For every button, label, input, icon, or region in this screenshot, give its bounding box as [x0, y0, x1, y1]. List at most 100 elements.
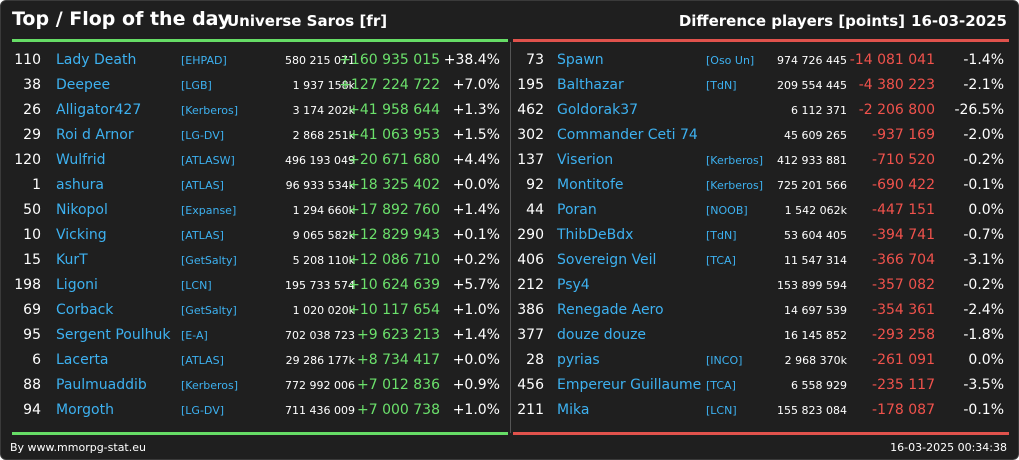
player-name-link[interactable]: Deepee: [56, 77, 111, 93]
player-rank: 137: [517, 152, 544, 168]
player-points: 16 145 852: [784, 329, 847, 342]
player-name-link[interactable]: Commander Ceti 74: [557, 127, 698, 143]
percent-change: +0.9%: [452, 377, 500, 393]
top-row: 15 KurT [GetSalty] 5 208 110k +12 086 710 +0.…: [1, 248, 510, 273]
points-difference: -4 380 223: [858, 77, 935, 93]
player-name-link[interactable]: Empereur Guillaume: [557, 377, 702, 393]
player-name-link[interactable]: Poran: [557, 202, 597, 218]
flop-row: 137 Viserion [Kerberos] 412 933 881 -710 520…: [511, 148, 1018, 173]
player-name-link[interactable]: Lacerta: [56, 352, 109, 368]
player-name-link[interactable]: Montitofe: [557, 177, 624, 193]
player-name-link[interactable]: Sergent Poulhuk: [56, 327, 171, 343]
points-difference: +20 671 680: [348, 152, 440, 168]
percent-change: +1.4%: [452, 327, 500, 343]
player-rank: 120: [14, 152, 41, 168]
alliance-tag[interactable]: [E-A]: [181, 329, 208, 342]
player-rank: 195: [517, 77, 544, 93]
player-name-link[interactable]: pyrias: [557, 352, 600, 368]
player-name-link[interactable]: Corback: [56, 302, 114, 318]
player-points: 53 604 405: [784, 229, 847, 242]
player-name-link[interactable]: Balthazar: [557, 77, 624, 93]
points-difference: +9 623 213: [357, 327, 440, 343]
player-name-link[interactable]: Psy4: [557, 277, 590, 293]
player-name-link[interactable]: Paulmuaddib: [56, 377, 147, 393]
player-rank: 15: [23, 252, 41, 268]
top-row: 29 Roi d Arnor [LG-DV] 2 868 251k +41 063 95…: [1, 123, 510, 148]
alliance-tag[interactable]: [Kerberos]: [706, 179, 764, 192]
alliance-tag[interactable]: [Expanse]: [181, 204, 237, 217]
percent-change: +5.7%: [452, 277, 500, 293]
player-name-link[interactable]: Spawn: [557, 52, 604, 68]
alliance-tag[interactable]: [LGB]: [181, 79, 212, 92]
alliance-tag[interactable]: [ATLAS]: [181, 229, 224, 242]
player-name-link[interactable]: Roi d Arnor: [56, 127, 134, 143]
flop-row: 195 Balthazar [TdN] 209 554 445 -4 380 223 -2…: [511, 73, 1018, 98]
alliance-tag[interactable]: [TdN]: [706, 229, 737, 242]
player-rank: 462: [517, 102, 544, 118]
flop-row: 28 pyrias [INCO] 2 968 370k -261 091 0.0%: [511, 348, 1018, 373]
player-rank: 406: [517, 252, 544, 268]
player-name-link[interactable]: douze douze: [557, 327, 647, 343]
alliance-tag[interactable]: [GetSalty]: [181, 254, 237, 267]
player-name-link[interactable]: Goldorak37: [557, 102, 639, 118]
player-rank: 198: [14, 277, 41, 293]
alliance-tag[interactable]: [TCA]: [706, 254, 736, 267]
alliance-tag[interactable]: [Kerberos]: [706, 154, 764, 167]
player-points: 209 554 445: [777, 79, 847, 92]
alliance-tag[interactable]: [INCO]: [706, 354, 743, 367]
player-points: 6 112 371: [791, 104, 847, 117]
player-name-link[interactable]: ThibDeBdx: [557, 227, 634, 243]
points-difference: +10 117 654: [348, 302, 440, 318]
percent-change: -2.1%: [963, 77, 1004, 93]
player-name-link[interactable]: Renegade Aero: [557, 302, 664, 318]
player-name-link[interactable]: KurT: [56, 252, 88, 268]
alliance-tag[interactable]: [Kerberos]: [181, 104, 239, 117]
flop-accent-bar: [513, 39, 1009, 42]
player-rank: 290: [517, 227, 544, 243]
alliance-tag[interactable]: [TCA]: [706, 379, 736, 392]
player-name-link[interactable]: Morgoth: [56, 402, 114, 418]
footer-timestamp: 16-03-2025 00:34:38: [890, 441, 1007, 454]
player-name-link[interactable]: Alligator427: [56, 102, 142, 118]
alliance-tag[interactable]: [ATLAS]: [181, 179, 224, 192]
percent-change: -1.8%: [963, 327, 1004, 343]
player-name-link[interactable]: Wulfrid: [56, 152, 106, 168]
percent-change: +4.4%: [452, 152, 500, 168]
player-rank: 212: [517, 277, 544, 293]
player-name-link[interactable]: Ligoni: [56, 277, 98, 293]
alliance-tag[interactable]: [NOOB]: [706, 204, 748, 217]
top-row: 10 Vicking [ATLAS] 9 065 582k +12 829 943 +0.…: [1, 223, 510, 248]
player-name-link[interactable]: Mika: [557, 402, 590, 418]
player-points: 3 174 202k: [292, 104, 355, 117]
player-name-link[interactable]: Viserion: [557, 152, 614, 168]
flop-row: 44 Poran [NOOB] 1 542 062k -447 151 0.0%: [511, 198, 1018, 223]
alliance-tag[interactable]: [Kerberos]: [181, 379, 239, 392]
flop-row: 462 Goldorak37 6 112 371 -2 206 800 -26.5%: [511, 98, 1018, 123]
player-name-link[interactable]: Nikopol: [56, 202, 108, 218]
alliance-tag[interactable]: [LCN]: [706, 404, 737, 417]
player-name-link[interactable]: Sovereign Veil: [557, 252, 657, 268]
alliance-tag[interactable]: [LCN]: [181, 279, 212, 292]
points-difference: -447 151: [872, 202, 935, 218]
player-points: 725 201 566: [777, 179, 847, 192]
player-name-link[interactable]: ashura: [56, 177, 104, 193]
alliance-tag[interactable]: [TdN]: [706, 79, 737, 92]
alliance-tag[interactable]: [Oso Un]: [706, 54, 755, 67]
player-name-link[interactable]: Vicking: [56, 227, 107, 243]
points-difference: -394 741: [872, 227, 935, 243]
player-rank: 73: [526, 52, 544, 68]
alliance-tag[interactable]: [EHPAD]: [181, 54, 227, 67]
alliance-tag[interactable]: [LG-DV]: [181, 404, 225, 417]
flop-row: 456 Empereur Guillaume [TCA] 6 558 929 -235 …: [511, 373, 1018, 398]
player-points: 2 868 251k: [292, 129, 355, 142]
top-accent-bar: [12, 39, 508, 42]
alliance-tag[interactable]: [LG-DV]: [181, 129, 225, 142]
alliance-tag[interactable]: [ATLASW]: [181, 154, 235, 167]
player-name-link[interactable]: Lady Death: [56, 52, 137, 68]
flop-row: 290 ThibDeBdx [TdN] 53 604 405 -394 741 -0.7%: [511, 223, 1018, 248]
percent-change: +38.4%: [443, 52, 500, 68]
player-points: 14 697 539: [784, 304, 847, 317]
alliance-tag[interactable]: [ATLAS]: [181, 354, 224, 367]
alliance-tag[interactable]: [GetSalty]: [181, 304, 237, 317]
